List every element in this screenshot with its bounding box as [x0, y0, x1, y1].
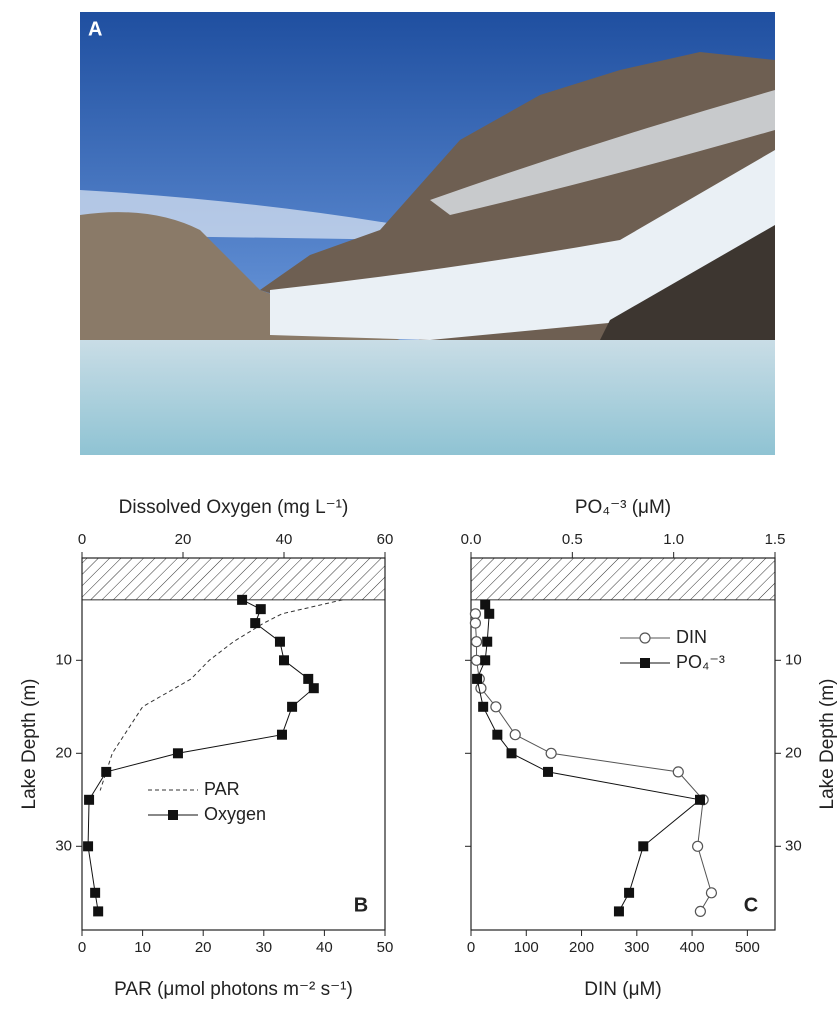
marker [287, 702, 297, 712]
marker [101, 767, 111, 777]
x-axis-title: PAR (μmol photons m⁻² s⁻¹) [114, 979, 353, 1000]
marker [484, 609, 494, 619]
legend-label: PAR [204, 779, 240, 799]
x2-tick-label: 0.5 [562, 531, 583, 548]
y-tick-label: 30 [785, 837, 802, 854]
marker [277, 730, 287, 740]
x-tick-label: 200 [569, 939, 594, 956]
x-tick-label: 400 [680, 939, 705, 956]
x2-tick-label: 1.5 [765, 531, 786, 548]
y-axis-title: Lake Depth (m) [817, 679, 838, 810]
x-tick-label: 40 [316, 939, 333, 956]
x-tick-label: 10 [134, 939, 151, 956]
marker [303, 674, 313, 684]
marker [309, 683, 319, 693]
marker [470, 609, 480, 619]
ice-cover [471, 558, 775, 600]
marker [476, 683, 486, 693]
marker [492, 730, 502, 740]
marker [673, 767, 683, 777]
marker [84, 795, 94, 805]
x2-tick-label: 20 [175, 531, 192, 548]
marker [250, 618, 260, 628]
plot-frame [471, 558, 775, 930]
panel-label: A [88, 18, 102, 40]
marker [275, 637, 285, 647]
legend-marker [640, 658, 650, 668]
panel-label: B [354, 894, 368, 916]
x-tick-label: 50 [377, 939, 394, 956]
x2-tick-label: 0.0 [461, 531, 482, 548]
marker [93, 906, 103, 916]
marker [706, 888, 716, 898]
x2-tick-label: 0 [78, 531, 86, 548]
x-tick-label: 20 [195, 939, 212, 956]
marker [695, 795, 705, 805]
y-tick-label: 10 [55, 651, 72, 668]
marker [507, 748, 517, 758]
marker [83, 841, 93, 851]
x-tick-label: 0 [78, 939, 86, 956]
legend-marker [168, 810, 178, 820]
marker [256, 604, 266, 614]
plot-frame [82, 558, 385, 930]
marker [491, 702, 501, 712]
marker [614, 906, 624, 916]
x2-tick-label: 60 [377, 531, 394, 548]
figure: A 010203040500204060102030PAR (μmol phot… [0, 0, 840, 1021]
marker [510, 730, 520, 740]
marker [279, 655, 289, 665]
marker [472, 637, 482, 647]
legend-label: DIN [676, 627, 707, 647]
marker [472, 655, 482, 665]
x2-axis-title: PO₄⁻³ (μM) [575, 497, 671, 518]
marker [638, 841, 648, 851]
marker [173, 748, 183, 758]
y-tick-label: 20 [55, 744, 72, 761]
y-tick-label: 10 [785, 651, 802, 668]
photo: A [80, 12, 775, 455]
x-tick-label: 30 [255, 939, 272, 956]
marker [478, 702, 488, 712]
x-tick-label: 500 [735, 939, 760, 956]
y-axis-title: Lake Depth (m) [19, 679, 40, 810]
x-tick-label: 300 [624, 939, 649, 956]
panel-label: C [744, 894, 758, 916]
y-tick-label: 20 [785, 744, 802, 761]
marker [624, 888, 634, 898]
marker [472, 674, 482, 684]
legend-label: Oxygen [204, 804, 266, 824]
x-axis-title: DIN (μM) [584, 979, 661, 1000]
x-tick-label: 0 [467, 939, 475, 956]
x2-tick-label: 40 [276, 531, 293, 548]
x-tick-label: 100 [514, 939, 539, 956]
marker [480, 655, 490, 665]
marker [470, 618, 480, 628]
page: {"photo":{"label":"A"}, "chart_data":[ {… [0, 0, 840, 1026]
ice-cover [82, 558, 385, 600]
marker [482, 637, 492, 647]
marker [546, 748, 556, 758]
marker [90, 888, 100, 898]
x2-tick-label: 1.0 [663, 531, 684, 548]
marker [543, 767, 553, 777]
marker [693, 841, 703, 851]
y-tick-label: 30 [55, 837, 72, 854]
legend-marker [640, 633, 650, 643]
marker [480, 600, 490, 610]
legend-label: PO₄⁻³ [676, 652, 725, 672]
marker [695, 906, 705, 916]
x2-axis-title: Dissolved Oxygen (mg L⁻¹) [119, 497, 349, 518]
marker [237, 595, 247, 605]
